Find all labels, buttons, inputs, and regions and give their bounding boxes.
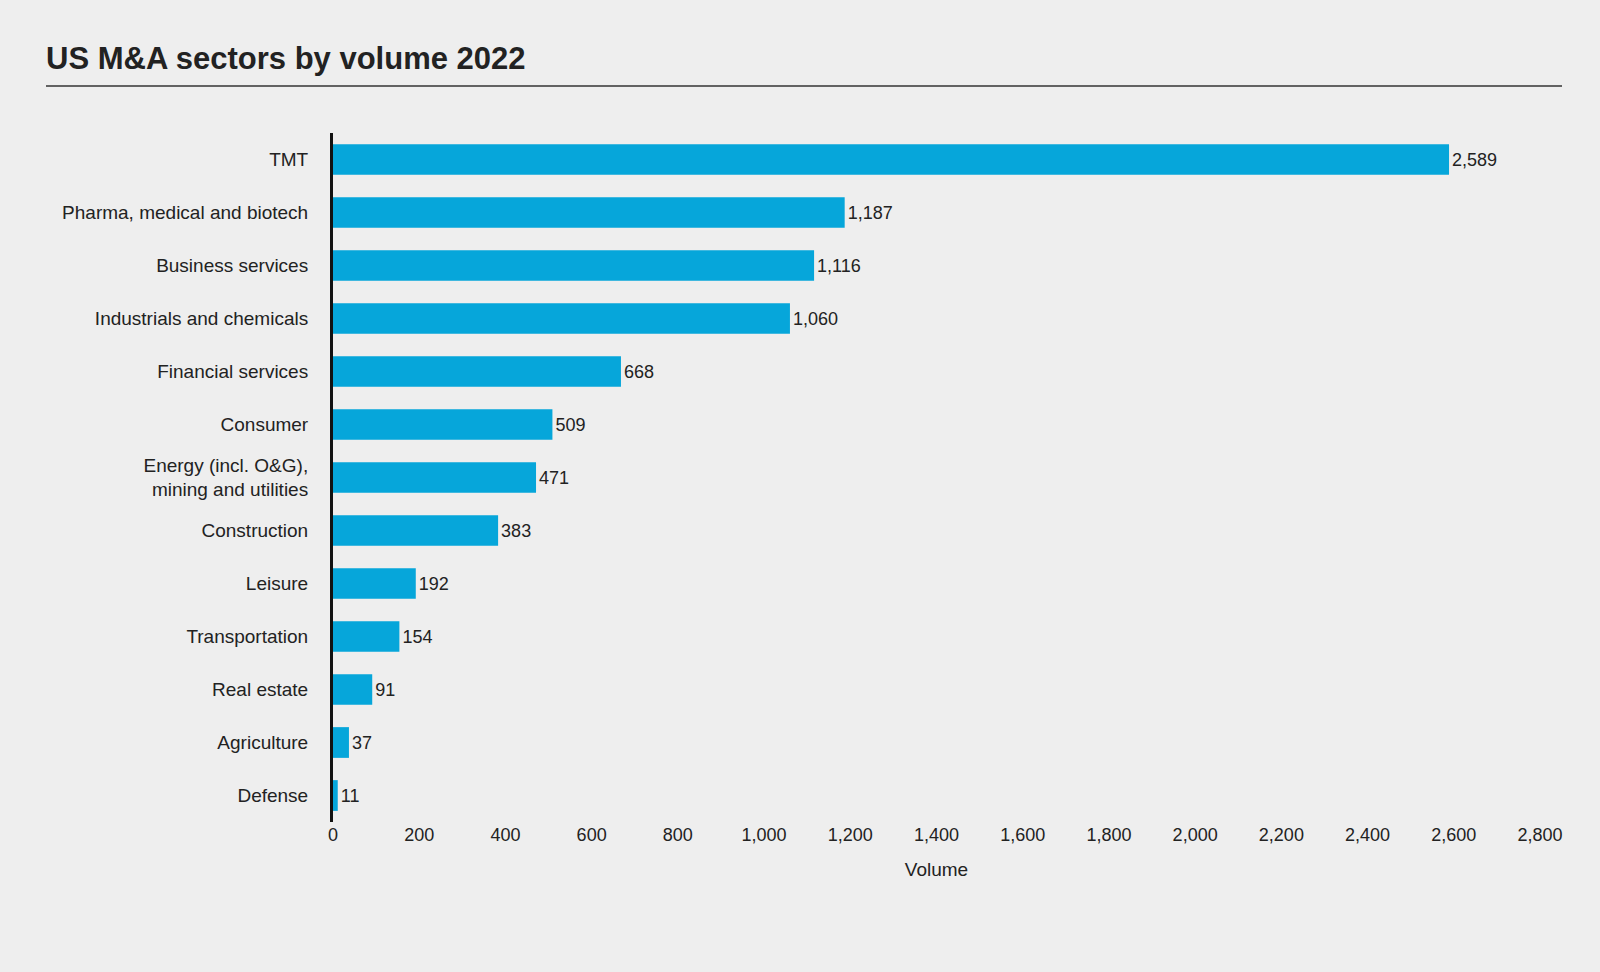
svg-text:200: 200: [404, 825, 434, 845]
svg-text:400: 400: [490, 825, 520, 845]
svg-text:Transportation: Transportation: [186, 626, 308, 647]
svg-text:154: 154: [402, 627, 432, 647]
svg-text:192: 192: [419, 574, 449, 594]
svg-text:2,800: 2,800: [1517, 825, 1562, 845]
svg-text:US M&A sectors by volume 2022: US M&A sectors by volume 2022: [46, 41, 526, 76]
svg-text:Volume: Volume: [905, 859, 968, 880]
svg-text:Defense: Defense: [237, 785, 308, 806]
svg-text:Financial services: Financial services: [157, 361, 308, 382]
svg-text:2,600: 2,600: [1431, 825, 1476, 845]
svg-text:Leisure: Leisure: [246, 573, 308, 594]
svg-text:Pharma, medical and biotech: Pharma, medical and biotech: [62, 202, 308, 223]
svg-text:37: 37: [352, 733, 372, 753]
svg-text:1,800: 1,800: [1086, 825, 1131, 845]
svg-text:TMT: TMT: [269, 149, 308, 170]
svg-text:Agriculture: Agriculture: [217, 732, 308, 753]
svg-text:2,200: 2,200: [1259, 825, 1304, 845]
svg-text:Consumer: Consumer: [221, 414, 309, 435]
svg-text:1,600: 1,600: [1000, 825, 1045, 845]
svg-text:2,400: 2,400: [1345, 825, 1390, 845]
svg-text:509: 509: [555, 415, 585, 435]
svg-text:1,187: 1,187: [848, 203, 893, 223]
svg-text:11: 11: [341, 786, 360, 806]
svg-text:1,000: 1,000: [742, 825, 787, 845]
svg-text:668: 668: [624, 362, 654, 382]
svg-text:800: 800: [663, 825, 693, 845]
svg-text:0: 0: [328, 825, 338, 845]
svg-text:Construction: Construction: [202, 520, 309, 541]
svg-text:1,400: 1,400: [914, 825, 959, 845]
svg-text:2,000: 2,000: [1173, 825, 1218, 845]
svg-text:Real estate: Real estate: [212, 679, 308, 700]
svg-text:1,200: 1,200: [828, 825, 873, 845]
svg-text:Energy (incl. O&G),mining and: Energy (incl. O&G),mining and utilities: [143, 455, 308, 501]
svg-text:471: 471: [539, 468, 569, 488]
svg-text:Business services: Business services: [156, 255, 308, 276]
svg-text:91: 91: [375, 680, 395, 700]
svg-text:383: 383: [501, 521, 531, 541]
svg-text:Industrials and chemicals: Industrials and chemicals: [95, 308, 308, 329]
svg-text:1,060: 1,060: [793, 309, 838, 329]
svg-text:600: 600: [577, 825, 607, 845]
svg-text:2,589: 2,589: [1452, 150, 1497, 170]
svg-text:1,116: 1,116: [817, 256, 861, 276]
